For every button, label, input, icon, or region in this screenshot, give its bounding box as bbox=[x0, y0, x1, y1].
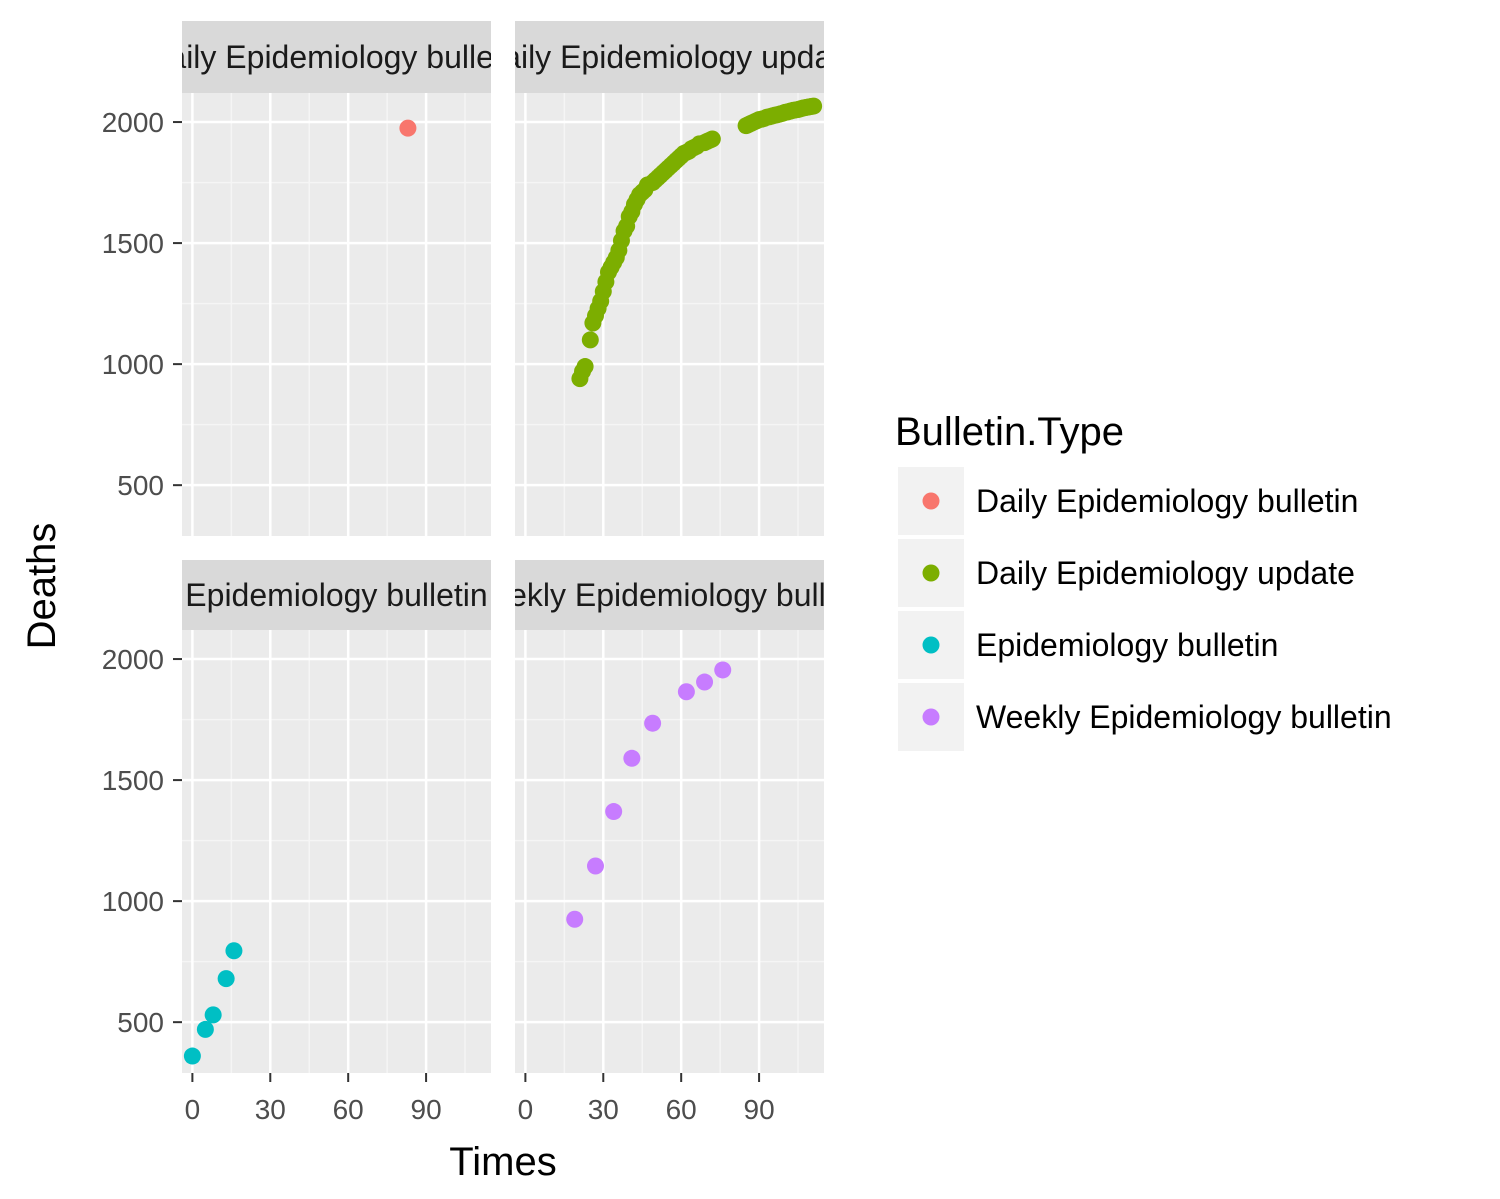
panel-background bbox=[182, 93, 491, 536]
legend-items: Daily Epidemiology bulletin Daily Epidemi… bbox=[898, 467, 1392, 751]
x-tick-label: 90 bbox=[411, 1094, 442, 1125]
data-point bbox=[805, 97, 823, 115]
data-point bbox=[677, 683, 695, 701]
legend-label: Daily Epidemiology update bbox=[976, 555, 1355, 591]
legend-marker bbox=[922, 708, 940, 726]
legend: Bulletin.Type Daily Epidemiology bulleti… bbox=[895, 410, 1392, 751]
data-point bbox=[204, 1006, 222, 1024]
legend-item: Daily Epidemiology bulletin bbox=[898, 467, 1358, 535]
data-point bbox=[714, 661, 732, 679]
y-tick-label: 1000 bbox=[102, 886, 164, 917]
data-point bbox=[581, 331, 599, 349]
y-tick-label: 1000 bbox=[102, 349, 164, 380]
facet-strip bbox=[515, 21, 824, 93]
data-point bbox=[566, 910, 584, 928]
panel-background bbox=[182, 630, 491, 1073]
data-point bbox=[196, 1020, 214, 1038]
x-tick-label: 0 bbox=[518, 1094, 534, 1125]
legend-item: Weekly Epidemiology bulletin bbox=[898, 683, 1392, 751]
x-axis-title: Times bbox=[449, 1140, 556, 1184]
facet-strip-label: Daily Epidemiology update bbox=[480, 39, 859, 75]
x-axis-ticks: 0 30 60 90 0 30 60 90 bbox=[185, 1073, 775, 1125]
legend-marker bbox=[922, 636, 940, 654]
legend-label: Daily Epidemiology bulletin bbox=[976, 483, 1358, 519]
legend-label: Epidemiology bulletin bbox=[976, 627, 1278, 663]
data-point bbox=[605, 803, 623, 821]
data-point bbox=[696, 673, 714, 691]
data-point bbox=[399, 119, 417, 137]
x-tick-label: 30 bbox=[588, 1094, 619, 1125]
y-axis-ticks: 500 1000 1500 2000 500 1000 1500 2000 bbox=[102, 107, 182, 1038]
facet-strip bbox=[515, 560, 824, 630]
y-tick-label: 2000 bbox=[102, 644, 164, 675]
data-point bbox=[217, 970, 235, 988]
facet-strip bbox=[182, 21, 491, 93]
data-point bbox=[183, 1047, 201, 1065]
data-point bbox=[703, 130, 721, 148]
legend-label: Weekly Epidemiology bulletin bbox=[976, 699, 1392, 735]
y-tick-label: 1500 bbox=[102, 228, 164, 259]
x-tick-label: 60 bbox=[333, 1094, 364, 1125]
facet-panel: Daily Epidemiology bulletin bbox=[145, 21, 527, 536]
x-tick-label: 0 bbox=[185, 1094, 201, 1125]
x-tick-label: 30 bbox=[255, 1094, 286, 1125]
y-tick-label: 2000 bbox=[102, 107, 164, 138]
facet-strip-label: Weekly Epidemiology bulletin bbox=[462, 577, 878, 613]
facet-panel: Epidemiology bulletin bbox=[182, 560, 491, 1073]
data-point bbox=[644, 714, 662, 732]
data-point bbox=[586, 857, 604, 875]
facet-strip-label: Daily Epidemiology bulletin bbox=[145, 39, 527, 75]
y-axis-title: Deaths bbox=[20, 523, 64, 650]
data-point bbox=[623, 749, 641, 767]
y-tick-label: 500 bbox=[117, 470, 164, 501]
data-point bbox=[576, 358, 594, 376]
facet-strip bbox=[182, 560, 491, 630]
legend-marker bbox=[922, 564, 940, 582]
y-tick-label: 1500 bbox=[102, 765, 164, 796]
legend-item: Epidemiology bulletin bbox=[898, 611, 1278, 679]
x-tick-label: 90 bbox=[744, 1094, 775, 1125]
facet-panel: Weekly Epidemiology bulletin bbox=[462, 560, 878, 1073]
data-point bbox=[225, 942, 243, 960]
legend-title: Bulletin.Type bbox=[895, 410, 1124, 454]
x-tick-label: 60 bbox=[666, 1094, 697, 1125]
legend-item: Daily Epidemiology update bbox=[898, 539, 1355, 607]
facet-panel: Daily Epidemiology update bbox=[480, 21, 859, 536]
y-tick-label: 500 bbox=[117, 1007, 164, 1038]
panel-background bbox=[515, 630, 824, 1073]
facet-strip-label: Epidemiology bulletin bbox=[185, 577, 487, 613]
legend-marker bbox=[922, 492, 940, 510]
